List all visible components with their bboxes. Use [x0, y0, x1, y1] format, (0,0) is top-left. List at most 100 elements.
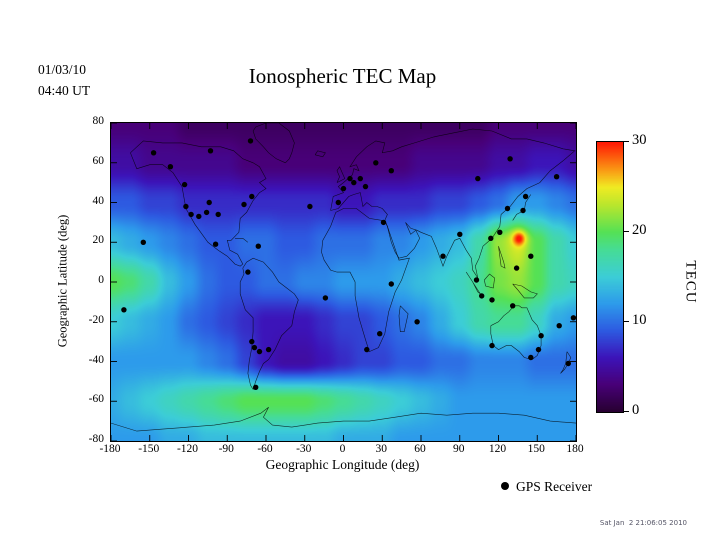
gps-receiver-dot: [140, 239, 146, 245]
gps-receiver-dot: [538, 333, 544, 339]
coastline: [465, 271, 481, 295]
x-tick-label: 120: [488, 443, 507, 455]
gps-receiver-dot: [489, 342, 495, 349]
colorbar-tick-mark: [624, 231, 629, 232]
gps-receiver-dot: [556, 323, 562, 329]
tec-map-plot: [110, 122, 577, 442]
gps-receiver-dot: [256, 348, 263, 355]
x-tick-label: 180: [566, 443, 584, 455]
y-tick-label: 0: [98, 274, 104, 286]
y-tick-label: 40: [92, 194, 105, 207]
observation-datetime: 01/03/10 04:40 UT: [38, 60, 90, 102]
x-tick-label: 60: [414, 443, 426, 455]
gps-receiver-dot: [489, 297, 495, 303]
coastline: [252, 123, 295, 164]
gps-receiver-dot: [475, 175, 481, 182]
gps-receiver-dot: [522, 193, 529, 200]
gps-receiver-legend: GPS Receiver: [501, 479, 592, 495]
x-tick-label: 0: [339, 443, 346, 455]
coastline: [398, 305, 409, 332]
coastline: [512, 283, 538, 299]
gps-receiver-dot: [440, 253, 446, 259]
gps-receiver-dot: [307, 203, 313, 210]
y-tick-label: 60: [92, 154, 105, 167]
gps-receiver-dot: [373, 160, 379, 166]
creation-timestamp: Sat Jan 2 21:06:05 2010: [599, 519, 687, 527]
gps-receiver-dot: [457, 231, 463, 237]
colorbar-tick-mark: [624, 141, 629, 142]
gps-receiver-dot: [507, 156, 513, 162]
gps-receiver-dot: [121, 307, 127, 313]
gps-receiver-dot: [388, 281, 394, 287]
gps-receiver-dot: [479, 293, 485, 299]
observation-time: 04:40 UT: [38, 82, 91, 98]
tec-colorbar: [596, 141, 624, 413]
x-tick-label: 90: [453, 443, 465, 455]
x-tick-label: -30: [296, 443, 312, 455]
gps-receiver-dot: [203, 209, 210, 216]
gps-receiver-dot: [377, 331, 383, 337]
gps-receiver-dot: [380, 219, 387, 226]
colorbar-tick-label: 10: [632, 312, 647, 328]
gps-receiver-dot: [364, 346, 370, 353]
x-tick-label: 30: [375, 443, 388, 455]
colorbar-tick-label: 30: [632, 132, 647, 148]
gps-receiver-dot: [497, 229, 503, 235]
gps-receiver-dot: [207, 148, 214, 154]
x-tick-label: -60: [257, 443, 273, 455]
gps-receiver-dot: [528, 253, 534, 259]
gps-receiver-dot: [249, 193, 255, 200]
gps-receiver-dot: [181, 181, 188, 188]
gps-receiver-dot: [265, 346, 272, 353]
coastline: [239, 257, 299, 390]
gps-receiver-dot: [504, 205, 511, 212]
observation-date: 01/03/10: [38, 62, 87, 77]
coastline: [560, 351, 572, 374]
gps-receiver-dot: [553, 174, 560, 180]
gps-receiver-dot: [245, 269, 251, 275]
x-tick-label: -90: [218, 443, 234, 455]
gps-receiver-dot: [183, 203, 189, 210]
gps-receiver-dot: [188, 211, 194, 218]
gps-receiver-dot: [241, 201, 247, 208]
gps-receiver-dot: [251, 344, 258, 351]
colorbar-tick-label: 20: [632, 222, 647, 238]
gps-receiver-dot: [255, 243, 261, 249]
gps-receiver-dot: [388, 168, 394, 174]
gps-receiver-dot: [414, 319, 420, 325]
gps-receiver-dot: [351, 179, 357, 186]
gps-receiver-dot: [535, 346, 542, 353]
gps-receiver-dot: [513, 265, 520, 271]
legend-label: GPS Receiver: [516, 479, 593, 494]
coastline: [484, 273, 495, 289]
gps-receiver-dot: [335, 199, 341, 206]
colorbar-gradient-canvas: [597, 142, 623, 412]
gps-receiver-dot: [215, 211, 221, 218]
map-overlay-svg: [111, 123, 576, 441]
gps-receiver-dot: [362, 183, 369, 190]
coastline: [512, 194, 532, 221]
gps-receiver-dot: [167, 164, 174, 170]
x-tick-label: -180: [99, 443, 121, 455]
filled-circle-icon: [501, 482, 509, 490]
x-tick-label: 150: [527, 443, 545, 455]
y-tick-label: -60: [88, 393, 104, 406]
x-tick-label: -120: [176, 443, 199, 455]
coastline: [235, 238, 249, 243]
coastline: [321, 208, 410, 353]
y-tick-label: 80: [92, 115, 105, 127]
gps-receiver-dot: [322, 295, 329, 301]
colorbar-tick-mark: [624, 411, 629, 412]
y-tick-label: 20: [92, 234, 105, 247]
coastline: [330, 128, 576, 279]
coastline: [336, 166, 346, 183]
y-tick-label: -80: [88, 433, 104, 445]
gps-receiver-dot: [520, 207, 526, 214]
gps-receiver-dot: [510, 303, 516, 309]
coastline: [490, 305, 542, 360]
coastline: [111, 406, 576, 432]
gps-receiver-dot: [347, 175, 353, 182]
x-axis-label: Geographic Longitude (deg): [265, 457, 420, 472]
gps-receiver-dot: [570, 315, 576, 321]
